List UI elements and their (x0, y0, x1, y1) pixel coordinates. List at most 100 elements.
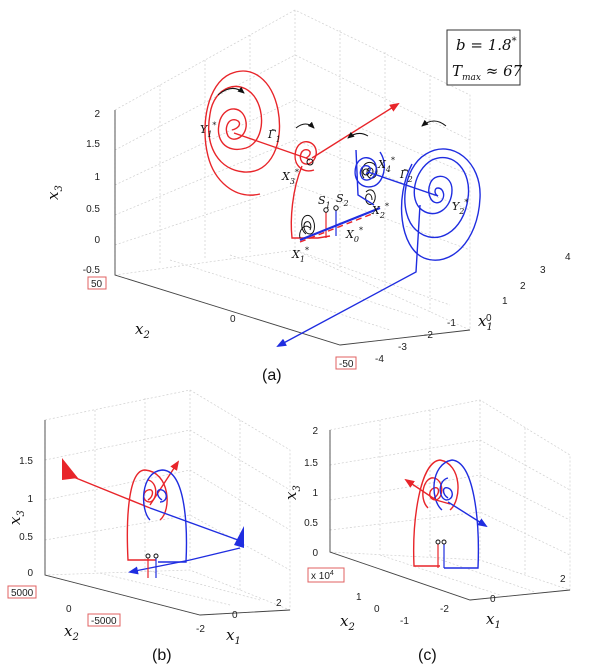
x3-tick: -0.5 (83, 265, 101, 276)
blue-loop-c (433, 459, 480, 569)
blue-wedge-b (234, 526, 244, 548)
boxed-tick-b-right (87, 613, 121, 627)
panel-b-x2-label: x2 (64, 622, 79, 643)
blue-arrow-c (447, 501, 488, 528)
panel-c-x3-label: x3 (282, 485, 303, 500)
label-gamma2: Γ̃2 (399, 168, 413, 184)
label-x0: X0* (345, 226, 363, 244)
red-arrow-c (404, 478, 437, 501)
label-x3: X3* (281, 168, 299, 186)
x3-tick: 0 (27, 568, 33, 579)
x1-tick: 0 (486, 313, 492, 324)
panel-a: 2 1.5 1 0.5 0 -0.5 x3 4 3 2 1 0 -1 -2 -3… (44, 9, 571, 384)
x1-tick: -4 (375, 354, 384, 365)
x1-tick: 2 (560, 574, 566, 585)
param-box-tmax: Tmax ≈ 67 (452, 62, 523, 83)
x1-tick: -2 (440, 604, 449, 615)
panel-a-x3-label: x3 (44, 185, 65, 200)
red-wedge-b (62, 458, 78, 480)
blue-unstable-arrow (276, 204, 421, 347)
boxed-tick-right (335, 356, 357, 370)
x1-tick: 0 (232, 610, 238, 621)
blue-loop-b (142, 469, 188, 563)
x2-tick: 0 (230, 314, 236, 325)
x3-tick: 0 (94, 235, 100, 246)
x3-tick: 1 (27, 494, 33, 505)
x3-tick: 0.5 (86, 204, 100, 215)
red-line-c (435, 499, 451, 505)
boxed-scale-c-label: x 104 (311, 570, 334, 582)
x3-tick: 1.5 (304, 458, 318, 469)
boxed-scale-c (307, 567, 345, 583)
blue-spiral-right (400, 119, 481, 261)
param-box (446, 29, 521, 86)
param-box-b: b = 1.8* (456, 36, 517, 54)
panel-b-x3-label: x3 (6, 510, 27, 525)
panel-a-axis-frame (114, 110, 471, 346)
red-spiral-left (204, 70, 281, 196)
label-gamma1: Γ̃1 (267, 128, 281, 144)
blue-upper-connection (355, 149, 375, 206)
x2-tick: -1 (400, 616, 409, 627)
x2-tick: 1 (356, 592, 362, 603)
saddle-stems (323, 205, 339, 238)
panel-c-axis-frame (329, 430, 571, 601)
x3-tick: 1 (312, 488, 318, 499)
black-spiral-x4 (361, 162, 378, 179)
x1-tick: 3 (540, 265, 546, 276)
x1-tick: -2 (196, 624, 205, 635)
x1-tick: 0 (490, 594, 496, 605)
panel-b: 1.5 1 0.5 0 x3 0 x2 2 0 -2 x1 5000 -5000… (6, 389, 291, 664)
x1-tick: -1 (447, 318, 456, 329)
boxed-tick-b-right-label: -5000 (91, 616, 117, 627)
panel-a-x1-label: x1 (478, 312, 493, 333)
x1-tick: 2 (520, 281, 526, 292)
x3-tick: 2 (312, 426, 318, 437)
x3-tick: 2 (94, 109, 100, 120)
x1-tick: 1 (502, 296, 508, 307)
panel-b-axis-frame (44, 420, 291, 616)
x3-tick: 1.5 (86, 139, 100, 150)
x3-tick: 0.5 (304, 518, 318, 529)
panel-b-x1-label: x1 (226, 626, 241, 647)
label-s2: S2 (336, 192, 349, 208)
red-spiral-x3 (294, 121, 317, 172)
boxed-tick-b-left (7, 585, 37, 599)
black-spiral-x2 (365, 189, 376, 205)
boxed-tick-right-label: -50 (339, 359, 354, 370)
label-x1: X1* (291, 246, 309, 264)
red-unstable-arrow (311, 102, 400, 159)
x0-baseline-red (299, 213, 373, 243)
x2-tick: 0 (66, 604, 72, 615)
x2-tick: 0 (374, 604, 380, 615)
x3-tick: 0 (312, 548, 318, 559)
boxed-tick-left (87, 276, 107, 290)
red-line-b (65, 473, 151, 509)
panel-c: 2 1.5 1 0.5 0 x3 1 0 -1 x2 2 0 -2 x1 x 1… (282, 399, 571, 664)
label-x2: X2* (371, 202, 389, 220)
caption-b: (b) (152, 647, 172, 664)
black-spiral-x1 (299, 214, 315, 239)
blue-line-b (149, 507, 239, 541)
x1-tick: -3 (398, 342, 407, 353)
boxed-tick-left-label: 50 (91, 279, 103, 290)
red-lower-loop (290, 165, 331, 239)
x3-tick: 0.5 (19, 532, 33, 543)
blue-arrow-b (128, 547, 241, 575)
panel-a-x2-label: x2 (135, 320, 150, 341)
panel-c-x1-label: x1 (486, 610, 501, 631)
panel-c-x2-label: x2 (340, 612, 355, 633)
x3-tick: 1.5 (19, 456, 33, 467)
label-s1: S1 (318, 194, 331, 210)
x1-tick: 2 (276, 598, 282, 609)
label-y1: Y1* (200, 121, 216, 139)
x1-tick: -2 (424, 330, 433, 341)
boxed-tick-b-left-label: 5000 (11, 588, 34, 599)
label-y2: Y2* (452, 198, 468, 216)
label-x4: X4* (377, 156, 395, 174)
panel-a-x3-ticks: 2 1.5 1 0.5 0 -0.5 (83, 109, 101, 276)
x1-tick: 4 (565, 252, 571, 263)
blue-heteroclinic-path (367, 171, 439, 197)
caption-c: (c) (418, 647, 437, 664)
